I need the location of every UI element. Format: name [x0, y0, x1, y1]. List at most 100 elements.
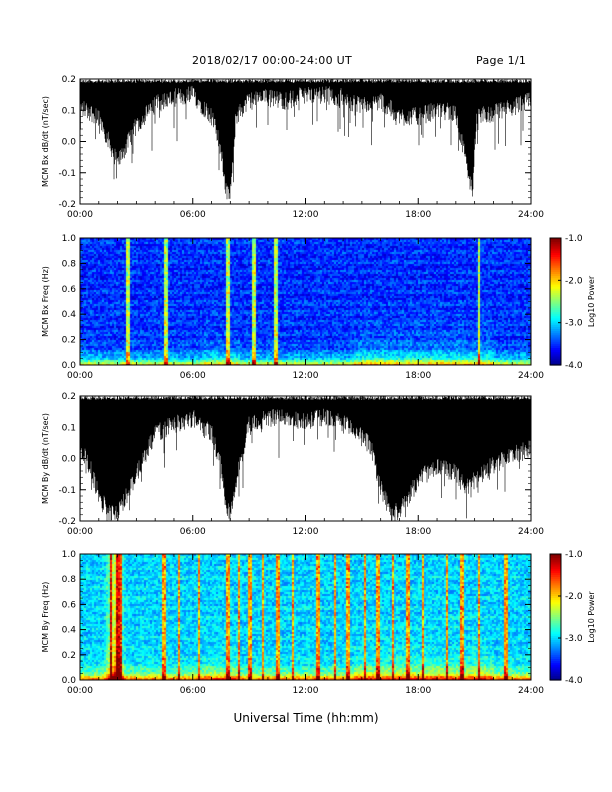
colorbar-step: [550, 663, 561, 666]
colorbar-frame: [549, 553, 562, 681]
colorbar-step: [550, 591, 561, 595]
colorbar-step: [550, 348, 561, 351]
colorbar-step: [550, 318, 561, 322]
colorbar-step: [550, 602, 561, 605]
y-tick-label: 1.0: [62, 550, 77, 560]
colorbar-tick-label: -2.0: [565, 592, 583, 602]
colorbar-step: [550, 621, 561, 624]
colorbar-step: [550, 596, 561, 599]
y-tick-label: -0.2: [58, 517, 76, 527]
plot-frame: [79, 395, 532, 522]
colorbar-step: [550, 635, 561, 639]
colorbar-step: [550, 267, 561, 271]
colorbar-tick-label: -1.0: [565, 234, 583, 244]
colorbar-step: [550, 558, 561, 561]
y-tick-label: 0.2: [62, 75, 76, 85]
dbdt-trace: [79, 79, 532, 200]
colorbar-step: [550, 583, 561, 587]
colorbar-step: [550, 286, 561, 290]
colorbar-step: [550, 650, 561, 654]
colorbar-step: [550, 661, 561, 664]
colorbar-step: [550, 587, 561, 591]
date-range-title: 2018/02/17 00:00-24:00 UT: [192, 54, 353, 67]
colorbar-step: [550, 638, 561, 641]
colorbar-step: [550, 560, 561, 563]
x-tick-label: 24:00: [518, 371, 544, 381]
colorbar-step: [550, 564, 561, 568]
y-tick-label: 0.0: [62, 676, 77, 686]
colorbar-step: [550, 625, 561, 629]
colorbar-step: [550, 263, 561, 267]
colorbar-step: [550, 598, 561, 601]
x-tick-label: 06:00: [180, 371, 206, 381]
colorbar-step: [550, 254, 561, 258]
x-tick-label: 06:00: [180, 527, 206, 537]
colorbar-tick-label: -1.0: [565, 550, 583, 560]
colorbar-step: [550, 316, 561, 320]
colorbar-step: [550, 246, 561, 250]
y-tick-label: 0.8: [62, 259, 77, 269]
y-tick-label: -0.2: [58, 200, 76, 210]
colorbar-step: [550, 600, 561, 603]
x-axis-label: Universal Time (hh:mm): [233, 711, 378, 725]
colorbar-step: [550, 333, 561, 336]
y-axis-label: MCM Bx dB/dt (nT/sec): [41, 96, 50, 187]
colorbar-step: [550, 631, 561, 635]
colorbar-label: Log10 Power: [587, 275, 596, 327]
colorbar-step: [550, 612, 561, 616]
colorbar-step: [550, 648, 561, 652]
colorbar-step: [550, 312, 561, 315]
colorbar: [550, 238, 561, 366]
colorbar-step: [550, 252, 561, 256]
colorbar-step: [550, 356, 561, 360]
y-tick-label: 0.1: [62, 423, 76, 433]
colorbar-step: [550, 278, 561, 281]
colorbar-step: [550, 240, 561, 243]
x-tick-label: 12:00: [293, 527, 319, 537]
x-tick-label: 24:00: [518, 210, 544, 220]
colorbar-step: [550, 244, 561, 248]
spectrogram-image: [80, 238, 531, 365]
colorbar-step: [550, 265, 561, 269]
colorbar-step: [550, 675, 561, 679]
y-tick-label: 0.6: [62, 600, 77, 610]
y-tick-label: 1.0: [62, 234, 77, 244]
x-tick-label: 00:00: [67, 527, 93, 537]
y-axis-label: MCM By Freq (Hz): [41, 582, 50, 653]
colorbar-step: [550, 556, 561, 559]
colorbar-step: [550, 665, 561, 668]
page-number: Page 1/1: [476, 54, 527, 67]
colorbar-step: [550, 568, 561, 572]
colorbar: [550, 554, 561, 681]
colorbar-step: [550, 314, 561, 317]
colorbar-step: [550, 633, 561, 637]
dbdt-series-line: [79, 79, 532, 200]
colorbar-step: [550, 629, 561, 633]
colorbar-step: [550, 326, 561, 330]
colorbar-step: [550, 566, 561, 570]
colorbar-step: [550, 324, 561, 328]
colorbar-step: [550, 238, 561, 241]
colorbar-step: [550, 329, 561, 332]
dbdt-trace: [79, 396, 532, 521]
colorbar-step: [550, 358, 561, 362]
y-axis-label: MCM Bx Freq (Hz): [41, 266, 50, 337]
colorbar-step: [550, 269, 561, 273]
x-tick-label: 00:00: [67, 686, 93, 696]
plot-frame: [79, 237, 532, 366]
colorbar-step: [550, 250, 561, 254]
colorbar-step: [550, 627, 561, 631]
colorbar-step: [550, 271, 561, 275]
x-tick-label: 00:00: [67, 371, 93, 381]
colorbar-step: [550, 331, 561, 334]
x-tick-label: 00:00: [67, 210, 93, 220]
colorbar-step: [550, 341, 561, 345]
colorbar-step: [550, 562, 561, 566]
colorbar-step: [550, 646, 561, 650]
colorbar-step: [550, 654, 561, 658]
colorbar-step: [550, 604, 561, 608]
colorbar-step: [550, 322, 561, 326]
x-tick-label: 06:00: [180, 210, 206, 220]
colorbar-step: [550, 282, 561, 286]
